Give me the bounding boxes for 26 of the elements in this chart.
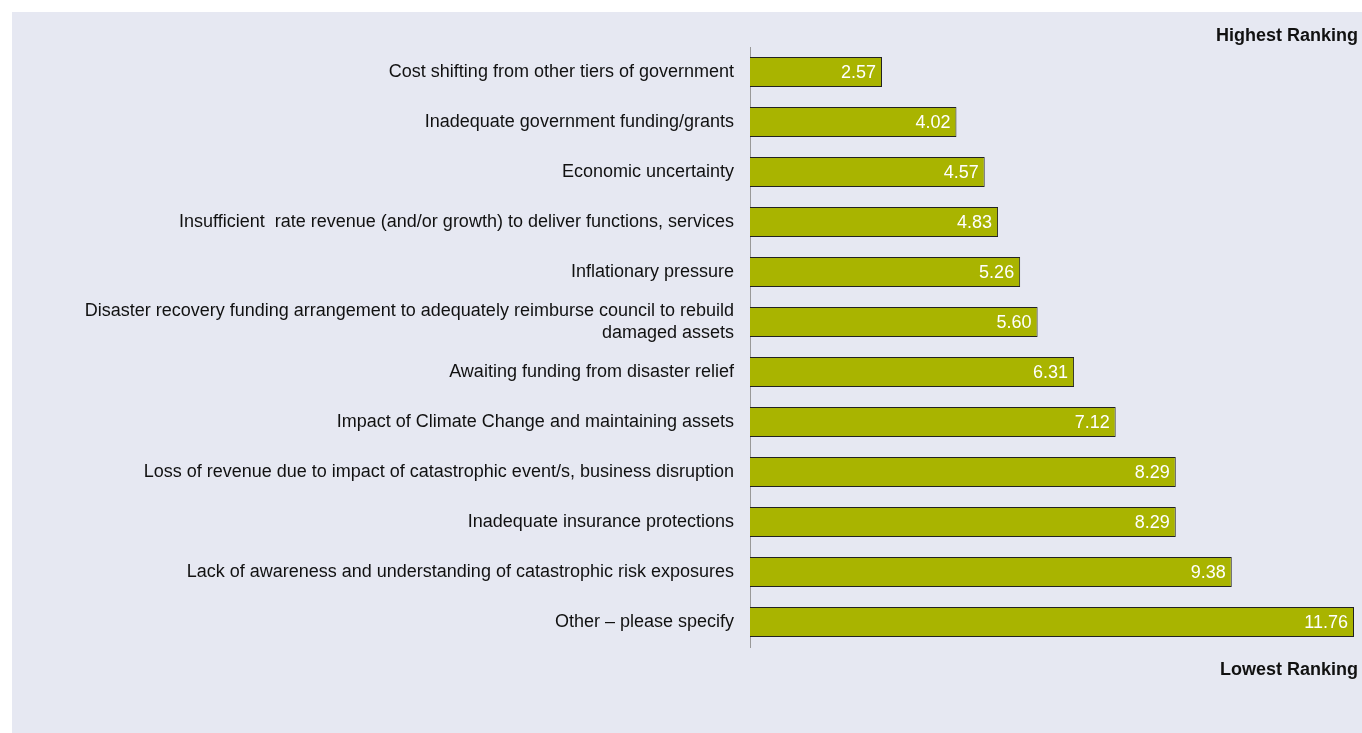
- data-label: 7.12: [1074, 411, 1110, 432]
- y-tick-label: Impact of Climate Change and maintaining assets: [336, 410, 734, 431]
- text: Highest Ranking: [1215, 24, 1358, 45]
- y-tick-label: Inadequate insurance protections: [467, 510, 734, 531]
- data-label: 5.60: [996, 311, 1032, 332]
- data-label: 4.02: [915, 111, 951, 132]
- y-tick-label: Inflationary pressure: [570, 260, 734, 281]
- y-tick-label: Cost shifting from other tiers of government: [388, 60, 734, 81]
- y-tick-label: Economic uncertainty: [561, 160, 734, 181]
- y-tick-label: Insufficient rate revenue (and/or growth) to deliver functions, services: [179, 210, 734, 231]
- data-label: 9.38: [1190, 561, 1226, 582]
- data-label: 4.83: [957, 211, 993, 232]
- y-tick-label: Inadequate government funding/grants: [424, 110, 734, 131]
- data-label: 5.26: [979, 261, 1015, 282]
- y-tick-label: Awaiting funding from disaster relief: [449, 360, 735, 381]
- data-label: 4.57: [943, 161, 979, 182]
- data-label: 2.57: [840, 61, 876, 82]
- data-label: 8.29: [1134, 461, 1170, 482]
- data-label: 11.76: [1304, 611, 1348, 632]
- text: Lowest Ranking: [1219, 658, 1358, 679]
- y-tick-label: Other – please specify: [554, 610, 734, 631]
- y-tick-label: Lack of awareness and understanding of catastrophic risk exposures: [186, 560, 734, 581]
- data-label: 8.29: [1134, 511, 1170, 532]
- y-tick-label: Disaster recovery funding arrangement to adequately reimburse council to rebuild damaged assets: [84, 300, 734, 342]
- y-tick-label: Loss of revenue due to impact of catastrophic event/s, business disruption: [143, 460, 734, 481]
- data-label: 6.31: [1033, 361, 1069, 382]
